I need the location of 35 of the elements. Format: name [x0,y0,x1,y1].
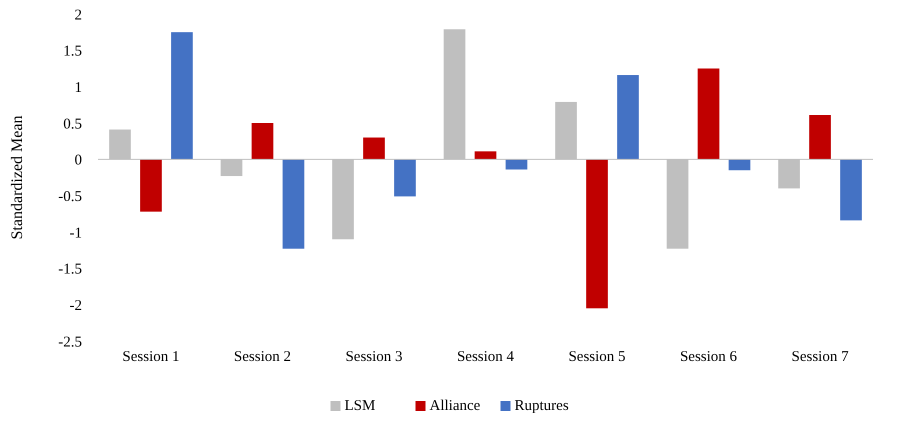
bar [474,151,496,160]
bar [809,115,831,160]
bar [840,159,862,220]
x-tick-label: Session 1 [122,349,180,365]
y-tick-label: 2 [74,7,82,24]
bar [140,159,162,212]
x-tick-label: Session 2 [234,349,292,365]
y-axis-title: Standardized Mean [9,116,26,240]
legend-label: LSM [344,398,376,414]
bar [282,159,304,249]
bar [363,138,385,160]
bar [698,68,720,160]
y-tick-label: 0.5 [63,116,82,132]
y-tick-label: 0 [74,152,82,169]
x-tick-label: Session 5 [568,349,626,365]
bar [394,159,416,196]
y-tick-label: 1.5 [63,44,82,60]
y-tick-label: -0.5 [58,188,82,205]
bar [617,75,639,160]
x-tick-label: Session 6 [680,349,738,365]
bar [586,159,608,308]
y-tick-label: -1.5 [58,262,82,278]
y-tick-label: -2 [70,298,82,314]
x-tick-label: Session 7 [791,349,850,365]
legend-label: Alliance [430,398,481,414]
legend-label: Ruptures [514,398,569,414]
x-tick-label: Session 3 [345,349,403,365]
bar [506,159,528,170]
x-tick-label: Session 4 [456,349,515,365]
bar [728,159,750,170]
bar [171,32,193,160]
bar [252,123,274,160]
y-tick-label: -2.5 [58,334,82,350]
y-tick-label: -1 [70,225,82,242]
y-tick-label: 1 [74,80,82,96]
